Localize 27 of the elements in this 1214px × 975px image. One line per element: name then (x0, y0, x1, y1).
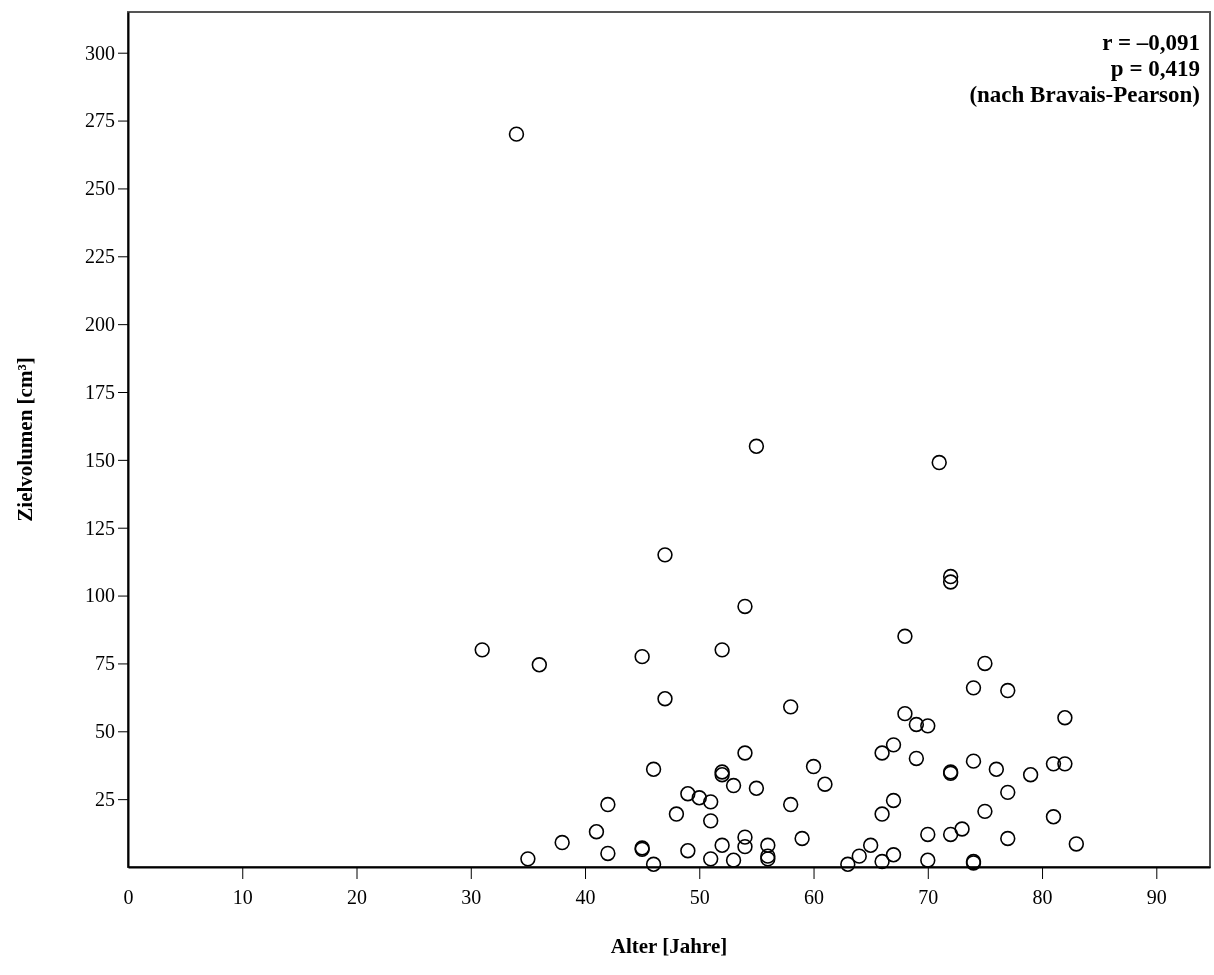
x-tick-label: 70 (918, 886, 939, 908)
x-tick-label: 50 (689, 886, 710, 908)
x-tick-label: 40 (575, 886, 596, 908)
y-tick-label: 300 (85, 41, 115, 64)
annotation: r = –0,091 (1102, 30, 1200, 55)
annotation: (nach Bravais-Pearson) (969, 82, 1200, 107)
annotation: p = 0,419 (1110, 56, 1200, 81)
y-tick-label: 125 (85, 516, 115, 539)
x-axis-title: Alter [Jahre] (610, 934, 728, 958)
y-tick-label: 225 (85, 245, 115, 268)
y-tick-label: 75 (95, 652, 115, 675)
x-tick-label: 10 (232, 886, 253, 908)
y-axis-title: Zielvolumen [cm³] (13, 357, 37, 522)
x-tick-label: 20 (347, 886, 368, 908)
y-tick-label: 150 (85, 448, 115, 471)
y-tick-label: 175 (85, 380, 115, 403)
y-tick-label: 100 (85, 584, 115, 607)
y-tick-label: 250 (85, 177, 115, 200)
y-tick-label: 50 (95, 720, 115, 743)
x-tick-label: 60 (804, 886, 825, 908)
x-tick-label: 90 (1146, 886, 1167, 908)
y-tick-label: 200 (85, 313, 115, 336)
x-tick-label: 0 (123, 886, 134, 908)
x-tick-label: 80 (1032, 886, 1053, 908)
y-tick-label: 25 (95, 788, 115, 811)
x-tick-label: 30 (461, 886, 482, 908)
y-tick-label: 275 (85, 109, 115, 132)
